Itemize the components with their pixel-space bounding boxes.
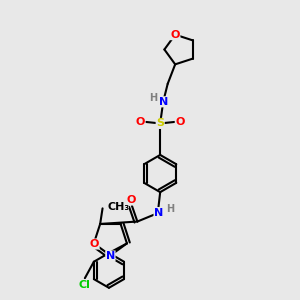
- Text: O: O: [136, 117, 145, 127]
- Text: N: N: [159, 97, 168, 107]
- Text: CH₃: CH₃: [107, 202, 129, 212]
- Text: O: O: [175, 117, 185, 127]
- Text: N: N: [154, 208, 163, 218]
- Text: H: H: [149, 93, 158, 103]
- Text: N: N: [106, 251, 115, 261]
- Text: H: H: [166, 204, 174, 214]
- Text: O: O: [90, 239, 99, 249]
- Text: O: O: [170, 30, 180, 40]
- Text: Cl: Cl: [79, 280, 91, 290]
- Text: O: O: [127, 195, 136, 205]
- Text: S: S: [156, 118, 164, 128]
